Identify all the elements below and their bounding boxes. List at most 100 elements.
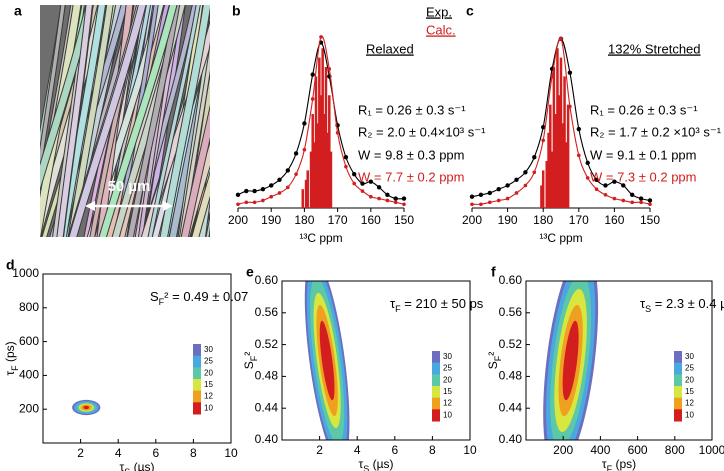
data-point — [488, 200, 492, 205]
data-point — [621, 198, 626, 203]
data-point — [505, 183, 510, 188]
data-point — [260, 187, 266, 192]
colorbar-swatch — [674, 351, 682, 364]
label-part: (ps) — [3, 341, 17, 365]
annotation: W = 9.1 ± 0.1 ppm — [590, 147, 697, 162]
label-part: τ — [358, 457, 363, 471]
data-point — [585, 176, 590, 180]
contour-level — [562, 320, 579, 401]
colorbar-swatch — [432, 397, 440, 410]
data-point — [559, 37, 563, 41]
label-part: ² = 0.49 ± 0.07 — [164, 289, 248, 304]
data-point — [479, 202, 483, 207]
data-point — [523, 183, 528, 188]
label-part: (µs) — [130, 460, 154, 471]
colorbar-label: 12 — [685, 399, 694, 408]
x-tick-label: 170 — [328, 213, 348, 227]
fiber — [148, 5, 200, 237]
fiber — [160, 5, 210, 237]
data-point — [577, 153, 581, 158]
data-point — [293, 151, 299, 156]
x-tick-label: 150 — [394, 213, 414, 227]
x-tick-label: 160 — [361, 213, 381, 227]
colorbar-label: 12 — [204, 392, 213, 401]
data-point — [523, 170, 528, 175]
panel-letter: f — [491, 264, 496, 280]
annotation: R₂ = 2.0 ± 0.4×10³ s⁻¹ — [358, 124, 486, 139]
label-part: S — [363, 464, 369, 471]
y-tick-label: 0.52 — [255, 337, 279, 351]
x-tick-label: 10 — [224, 446, 238, 460]
data-point — [393, 200, 398, 205]
plot-frame — [281, 280, 471, 441]
legend-entry: Calc. — [426, 22, 456, 37]
fiber — [69, 5, 146, 237]
colorbar-label: 25 — [685, 364, 694, 373]
colorbar-swatch — [432, 409, 440, 422]
label-part: F — [10, 365, 20, 371]
data-point — [505, 196, 510, 201]
scale-bar-label: 50 µm — [108, 178, 151, 195]
x-tick-label: 8 — [190, 446, 197, 460]
y-tick-label: 0.40 — [499, 432, 523, 446]
y-tick-label: 0.60 — [499, 273, 523, 287]
label-part: F — [159, 297, 165, 307]
y-tick-label: 0.48 — [255, 369, 279, 383]
colorbar-swatch — [674, 397, 682, 410]
colorbar-swatch — [674, 374, 682, 387]
fiber — [57, 5, 92, 237]
data-point — [638, 196, 644, 201]
label-part: τ — [119, 460, 124, 471]
x-tick-label: 170 — [569, 213, 589, 227]
data-point — [310, 72, 315, 77]
annotation: 132% Stretched — [608, 41, 701, 56]
data-point — [385, 192, 390, 198]
data-point — [302, 121, 307, 126]
data-point — [594, 177, 599, 182]
data-point — [277, 191, 282, 195]
x-tick-label: 190 — [498, 213, 518, 227]
data-point — [541, 138, 545, 143]
data-point — [294, 172, 298, 176]
x-tick-label: 180 — [533, 213, 553, 227]
contour-level — [319, 320, 335, 401]
data-point — [647, 198, 653, 203]
data-point — [327, 67, 332, 71]
contour-level — [83, 405, 90, 410]
y-axis-label: SF² — [486, 352, 503, 370]
colorbar-label: 25 — [204, 357, 213, 366]
data-point — [277, 177, 282, 182]
sem-image — [40, 5, 210, 237]
colorbar-label: 30 — [204, 345, 213, 354]
x-tick-label: 1000 — [699, 443, 724, 457]
data-point — [319, 35, 323, 39]
label-part: ² — [242, 352, 256, 356]
data-point — [269, 183, 274, 188]
x-tick-label: 150 — [640, 213, 660, 227]
legend-entry: Exp. — [426, 4, 452, 19]
data-point — [261, 198, 265, 203]
data-point — [393, 196, 398, 201]
label-part: F — [249, 355, 259, 361]
colorbar-swatch — [193, 402, 201, 415]
colorbar-label: 30 — [685, 352, 694, 361]
axis-label: τF (ps) — [602, 457, 636, 471]
colorbar-label: 20 — [204, 368, 213, 377]
contour-group — [543, 281, 599, 440]
data-point — [236, 202, 240, 207]
plot-frame — [42, 273, 232, 444]
data-point — [310, 97, 315, 101]
colorbar-swatch — [193, 379, 201, 392]
fiber — [180, 48, 210, 237]
y-tick-label: 600 — [19, 334, 39, 348]
label-part: (ps) — [612, 457, 636, 471]
data-point — [478, 192, 484, 198]
x-tick-label: 4 — [115, 446, 122, 460]
panel-letter: b — [232, 3, 241, 19]
label-part: F — [395, 304, 401, 314]
annotation: R₁ = 0.26 ± 0.3 s⁻¹ — [590, 102, 698, 117]
colorbar-swatch — [674, 362, 682, 375]
y-tick-label: 0.44 — [255, 400, 279, 414]
